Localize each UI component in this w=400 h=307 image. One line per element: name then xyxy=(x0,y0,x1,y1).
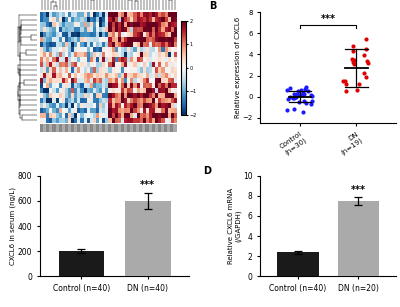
Point xyxy=(284,87,290,92)
Point xyxy=(291,95,298,100)
Point xyxy=(297,92,303,97)
Point xyxy=(292,95,298,100)
Point xyxy=(354,88,360,93)
Point xyxy=(293,91,300,96)
Point xyxy=(302,86,309,91)
Point xyxy=(287,95,294,100)
Y-axis label: Relative expression of CXCL6: Relative expression of CXCL6 xyxy=(235,17,241,118)
Point xyxy=(342,81,349,86)
Point xyxy=(300,91,306,96)
Point xyxy=(308,93,315,98)
Point xyxy=(291,106,297,111)
Text: ***: *** xyxy=(321,14,336,24)
Point xyxy=(351,57,358,62)
Bar xyxy=(125,201,170,276)
Point xyxy=(360,52,367,57)
Point xyxy=(308,102,314,107)
Text: ***: *** xyxy=(351,185,366,195)
Point xyxy=(308,93,314,98)
Point xyxy=(303,100,309,105)
Point xyxy=(300,99,307,104)
Point xyxy=(304,89,311,94)
Bar xyxy=(277,252,319,276)
Point xyxy=(287,85,294,90)
Point xyxy=(350,60,357,64)
Point xyxy=(297,93,304,98)
Point xyxy=(292,94,299,99)
Point xyxy=(309,99,316,104)
Point xyxy=(351,61,358,66)
Point xyxy=(363,36,369,41)
Point xyxy=(342,78,348,83)
Text: ***: *** xyxy=(140,180,155,190)
Bar xyxy=(338,201,379,276)
Point xyxy=(285,97,291,102)
Point xyxy=(350,44,356,49)
Point xyxy=(300,110,306,115)
Point xyxy=(301,92,308,97)
Point xyxy=(302,85,309,90)
Point xyxy=(291,92,297,97)
Bar xyxy=(59,251,104,276)
Point xyxy=(284,108,290,113)
Y-axis label: CXCL6 in serum (ng/L): CXCL6 in serum (ng/L) xyxy=(10,187,16,265)
Point xyxy=(365,61,372,66)
Point xyxy=(349,56,356,61)
Point xyxy=(296,100,302,105)
Point xyxy=(340,79,346,84)
Point xyxy=(363,46,369,51)
Point xyxy=(290,95,296,100)
Point xyxy=(298,88,304,93)
Point xyxy=(298,92,305,97)
Point xyxy=(361,71,367,76)
Point xyxy=(342,89,349,94)
Point xyxy=(364,58,371,63)
Text: B: B xyxy=(209,1,216,11)
Point xyxy=(295,89,301,94)
Point xyxy=(350,49,356,53)
Y-axis label: Relative CXCL6 mRNA
(/GAPDH): Relative CXCL6 mRNA (/GAPDH) xyxy=(228,188,242,264)
Point xyxy=(356,82,362,87)
Text: D: D xyxy=(204,166,212,176)
Point xyxy=(362,74,369,79)
